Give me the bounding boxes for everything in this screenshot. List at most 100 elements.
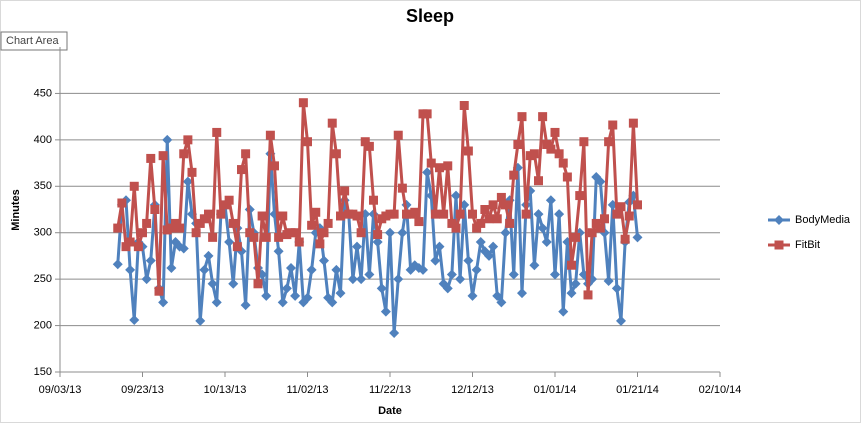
marker [455,274,466,285]
marker [294,237,304,247]
marker [195,218,205,228]
marker [558,306,569,317]
marker [220,200,230,210]
y-tick-label: 250 [34,273,52,285]
marker [562,172,572,182]
marker [389,209,399,219]
legend-label: BodyMedia [795,214,851,226]
marker [117,198,127,208]
marker [496,192,506,202]
marker [240,300,251,311]
marker [579,137,589,147]
marker [463,146,473,156]
marker [600,214,609,224]
marker [278,211,288,221]
marker [261,290,272,301]
y-tick-label: 300 [34,227,52,239]
marker [430,209,440,219]
marker [570,278,581,289]
marker [616,202,626,212]
x-tick-label: 11/22/13 [369,384,411,396]
marker [187,167,197,177]
marker [302,292,313,303]
x-tick-label: 12/12/13 [451,384,494,396]
marker [422,109,432,119]
marker [166,223,176,233]
marker [439,209,449,219]
legend-entry: BodyMedia [768,214,851,226]
marker [154,286,164,296]
marker [129,315,140,325]
marker [133,242,143,252]
x-tick-label: 09/23/13 [121,384,164,396]
marker [492,214,502,224]
marker [604,137,614,147]
marker [203,250,214,261]
marker [129,181,139,191]
marker [261,232,271,242]
marker [443,161,453,171]
marker [467,290,478,301]
tooltip: Chart Area [0,31,68,51]
marker [360,137,370,147]
marker [554,149,564,159]
marker [393,274,404,285]
marker [567,260,576,270]
marker [356,228,366,238]
marker [286,263,296,273]
marker [340,186,350,196]
marker [603,276,614,286]
marker [451,190,461,201]
marker [376,283,387,294]
legend-label: FitBit [795,239,820,251]
marker [488,200,498,210]
marker [509,170,519,180]
marker [496,297,507,308]
marker [774,215,784,225]
marker [571,232,581,242]
marker [265,130,275,140]
marker [517,288,527,299]
marker [430,255,441,266]
marker [595,223,605,233]
marker [446,269,457,280]
marker [212,127,222,137]
marker [620,234,630,244]
marker [224,195,234,205]
marker [455,209,465,219]
marker [501,200,510,210]
y-tick-label: 150 [34,366,52,378]
marker [241,149,251,159]
marker [183,135,193,145]
marker [611,283,622,294]
x-tick-label: 10/13/13 [204,384,247,396]
marker [442,283,453,294]
marker [347,274,358,285]
y-tick-label: 350 [34,180,52,192]
marker [207,278,218,289]
x-tick-label: 01/21/14 [616,384,659,396]
marker [364,269,375,280]
marker [199,264,210,275]
marker [393,130,403,140]
marker [298,98,308,108]
chart-title: Sleep [406,6,454,26]
marker [566,288,577,299]
marker [237,165,246,175]
marker [319,228,329,238]
marker [422,167,433,178]
marker [171,218,180,228]
marker [418,264,428,275]
marker [277,297,288,308]
marker [336,211,345,221]
marker [505,218,515,228]
marker [468,209,477,219]
marker [517,112,527,122]
marker [199,214,209,224]
marker [352,241,362,252]
marker [249,232,259,242]
marker [380,306,391,317]
x-tick-label: 09/03/13 [39,384,82,396]
